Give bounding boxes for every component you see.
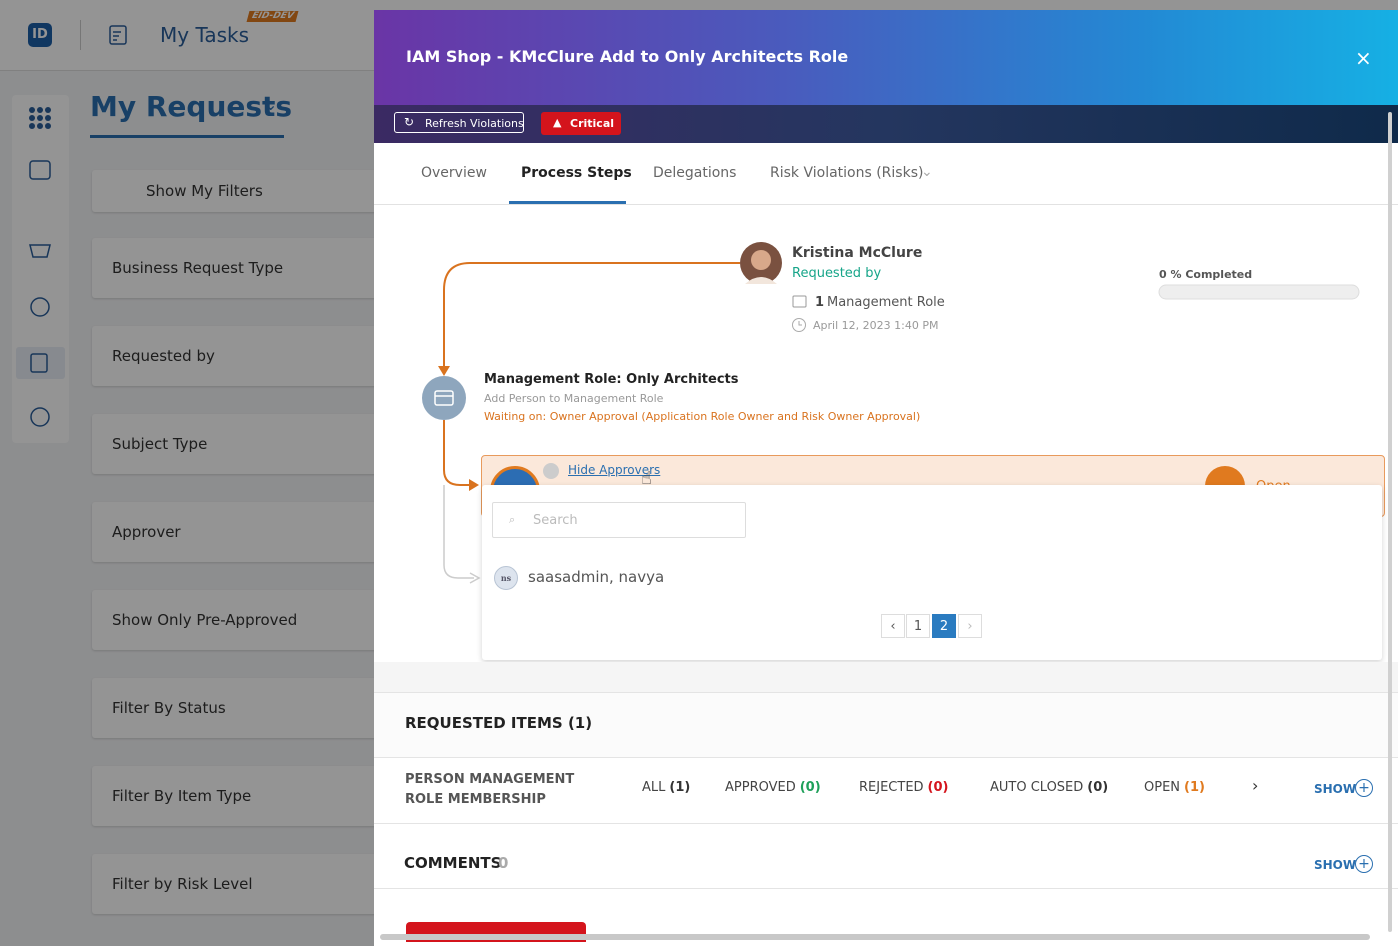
status-filter[interactable]: AUTO CLOSED (0) (990, 781, 1108, 794)
filter-label: Show My Filters (146, 182, 263, 200)
filter-box[interactable]: Show Only Pre-Approved (92, 590, 392, 650)
hide-approvers-link[interactable]: Hide Approvers (568, 463, 661, 477)
severity-label: Critical (570, 117, 615, 130)
filter-label: ALL (642, 780, 666, 795)
search-icon: ⌕ (509, 513, 516, 526)
refresh-label: Refresh Violations (425, 117, 524, 130)
filter-box[interactable]: Filter By Status (92, 678, 392, 738)
tab[interactable]: Process Steps (521, 165, 632, 181)
comments-heading: COMMENTS (404, 854, 502, 872)
page-number[interactable]: 1 (906, 614, 930, 638)
requester-label: Requested by (792, 266, 882, 281)
filter-label: APPROVED (725, 780, 796, 795)
filter-label: Show Only Pre-Approved (112, 611, 298, 629)
items-add[interactable]: + (1355, 779, 1373, 797)
requested-items-header (374, 693, 1398, 758)
filter-label: OPEN (1144, 780, 1181, 795)
step-subtitle: Add Person to Management Role (484, 392, 664, 405)
item-count: 1 (815, 295, 825, 310)
item-group: PERSON MANAGEMENT ROLE MEMBERSHIP (405, 772, 575, 807)
search-input[interactable]: ⌕ Search (492, 502, 746, 538)
tasks-icon (109, 25, 127, 45)
filter-label: Approver (112, 523, 181, 541)
logo[interactable]: ID (28, 23, 52, 47)
modal-title: IAM Shop - KMcClure Add to Only Architec… (406, 47, 849, 66)
next-page[interactable]: › (958, 614, 982, 638)
filter-label: Filter by Risk Level (112, 875, 253, 893)
progress-label: 0 % Completed (1159, 268, 1253, 281)
section-gap (374, 662, 1398, 693)
status-filter[interactable]: ALL (1) (642, 781, 690, 794)
search-placeholder: Search (533, 513, 578, 528)
dropdown-caret[interactable]: ⌄ (264, 95, 278, 114)
approver-name: saasadmin, navya (528, 568, 665, 586)
approver-avatar: ns (494, 566, 518, 590)
page-number[interactable]: 2 (932, 614, 956, 638)
filter-box[interactable]: Filter by Risk Level (92, 854, 392, 914)
app-title: My Tasks (160, 23, 250, 47)
comments-border (374, 888, 1398, 889)
refresh-icon: ↻ (404, 115, 415, 129)
filter-box[interactable]: Filter By Item Type (92, 766, 392, 826)
filter-box[interactable]: Business Request Type (92, 238, 392, 298)
refresh-button[interactable]: Refresh Violations (394, 112, 524, 133)
requested-items-heading: REQUESTED ITEMS (1) (405, 714, 593, 732)
requested-items-row (374, 757, 1398, 824)
filter-label: Requested by (112, 347, 215, 365)
filter-label: REJECTED (859, 780, 924, 795)
page-title: My Requests (90, 90, 293, 123)
modal-header (374, 10, 1398, 105)
cursor: ☝ (641, 468, 652, 489)
filter-box[interactable]: Approver (92, 502, 392, 562)
request-date: April 12, 2023 1:40 PM (813, 319, 939, 332)
divider (80, 20, 81, 50)
active-tab-indicator (509, 201, 626, 204)
step-title: Management Role: Only Architects (484, 372, 739, 387)
filter-count: (0) (799, 780, 821, 795)
comments-count: 0 (498, 854, 509, 872)
nav-icons (16, 107, 65, 427)
filter-label: Business Request Type (112, 259, 284, 277)
nav-rail (12, 95, 69, 443)
filter-box[interactable]: Requested by (92, 326, 392, 386)
tab-caret[interactable]: ⌄ (921, 164, 933, 180)
status-filter[interactable]: OPEN (1) (1144, 781, 1205, 794)
item-type: Management Role (827, 295, 945, 310)
filter-box[interactable]: Show My Filters (92, 170, 392, 212)
person-icon (543, 463, 559, 479)
filter-label: Subject Type (112, 435, 208, 453)
prev-page[interactable]: ‹ (881, 614, 905, 638)
filter-label: Filter By Status (112, 699, 226, 717)
filter-count: (0) (927, 780, 949, 795)
h-scrollbar (380, 934, 1370, 940)
filter-box[interactable]: Subject Type (92, 414, 392, 474)
status-filter[interactable]: APPROVED (0) (725, 781, 821, 794)
v-scrollbar (1388, 112, 1392, 932)
title-underline (90, 135, 284, 138)
filter-label: Filter By Item Type (112, 787, 252, 805)
filter-count: (1) (669, 780, 691, 795)
comments-add[interactable]: + (1355, 855, 1373, 873)
warning-icon: ▲ (553, 116, 562, 129)
status-filter[interactable]: REJECTED (0) (859, 781, 948, 794)
filter-label: AUTO CLOSED (990, 780, 1084, 795)
tab[interactable]: Risk Violations (Risks) (770, 165, 924, 181)
scroll-right[interactable]: › (1252, 776, 1259, 795)
filter-count: (1) (1184, 780, 1205, 795)
filter-count: (0) (1087, 780, 1109, 795)
severity-badge: Critical (541, 112, 621, 135)
items-show[interactable]: SHOW (1314, 782, 1357, 796)
comments-show[interactable]: SHOW (1314, 858, 1357, 872)
close-button[interactable]: × (1355, 46, 1372, 70)
tab-border (374, 204, 1398, 205)
step-waiting: Waiting on: Owner Approval (Application … (484, 410, 921, 423)
tab[interactable]: Overview (421, 165, 487, 181)
requester-name: Kristina McClure (792, 245, 923, 261)
tab[interactable]: Delegations (653, 165, 737, 181)
